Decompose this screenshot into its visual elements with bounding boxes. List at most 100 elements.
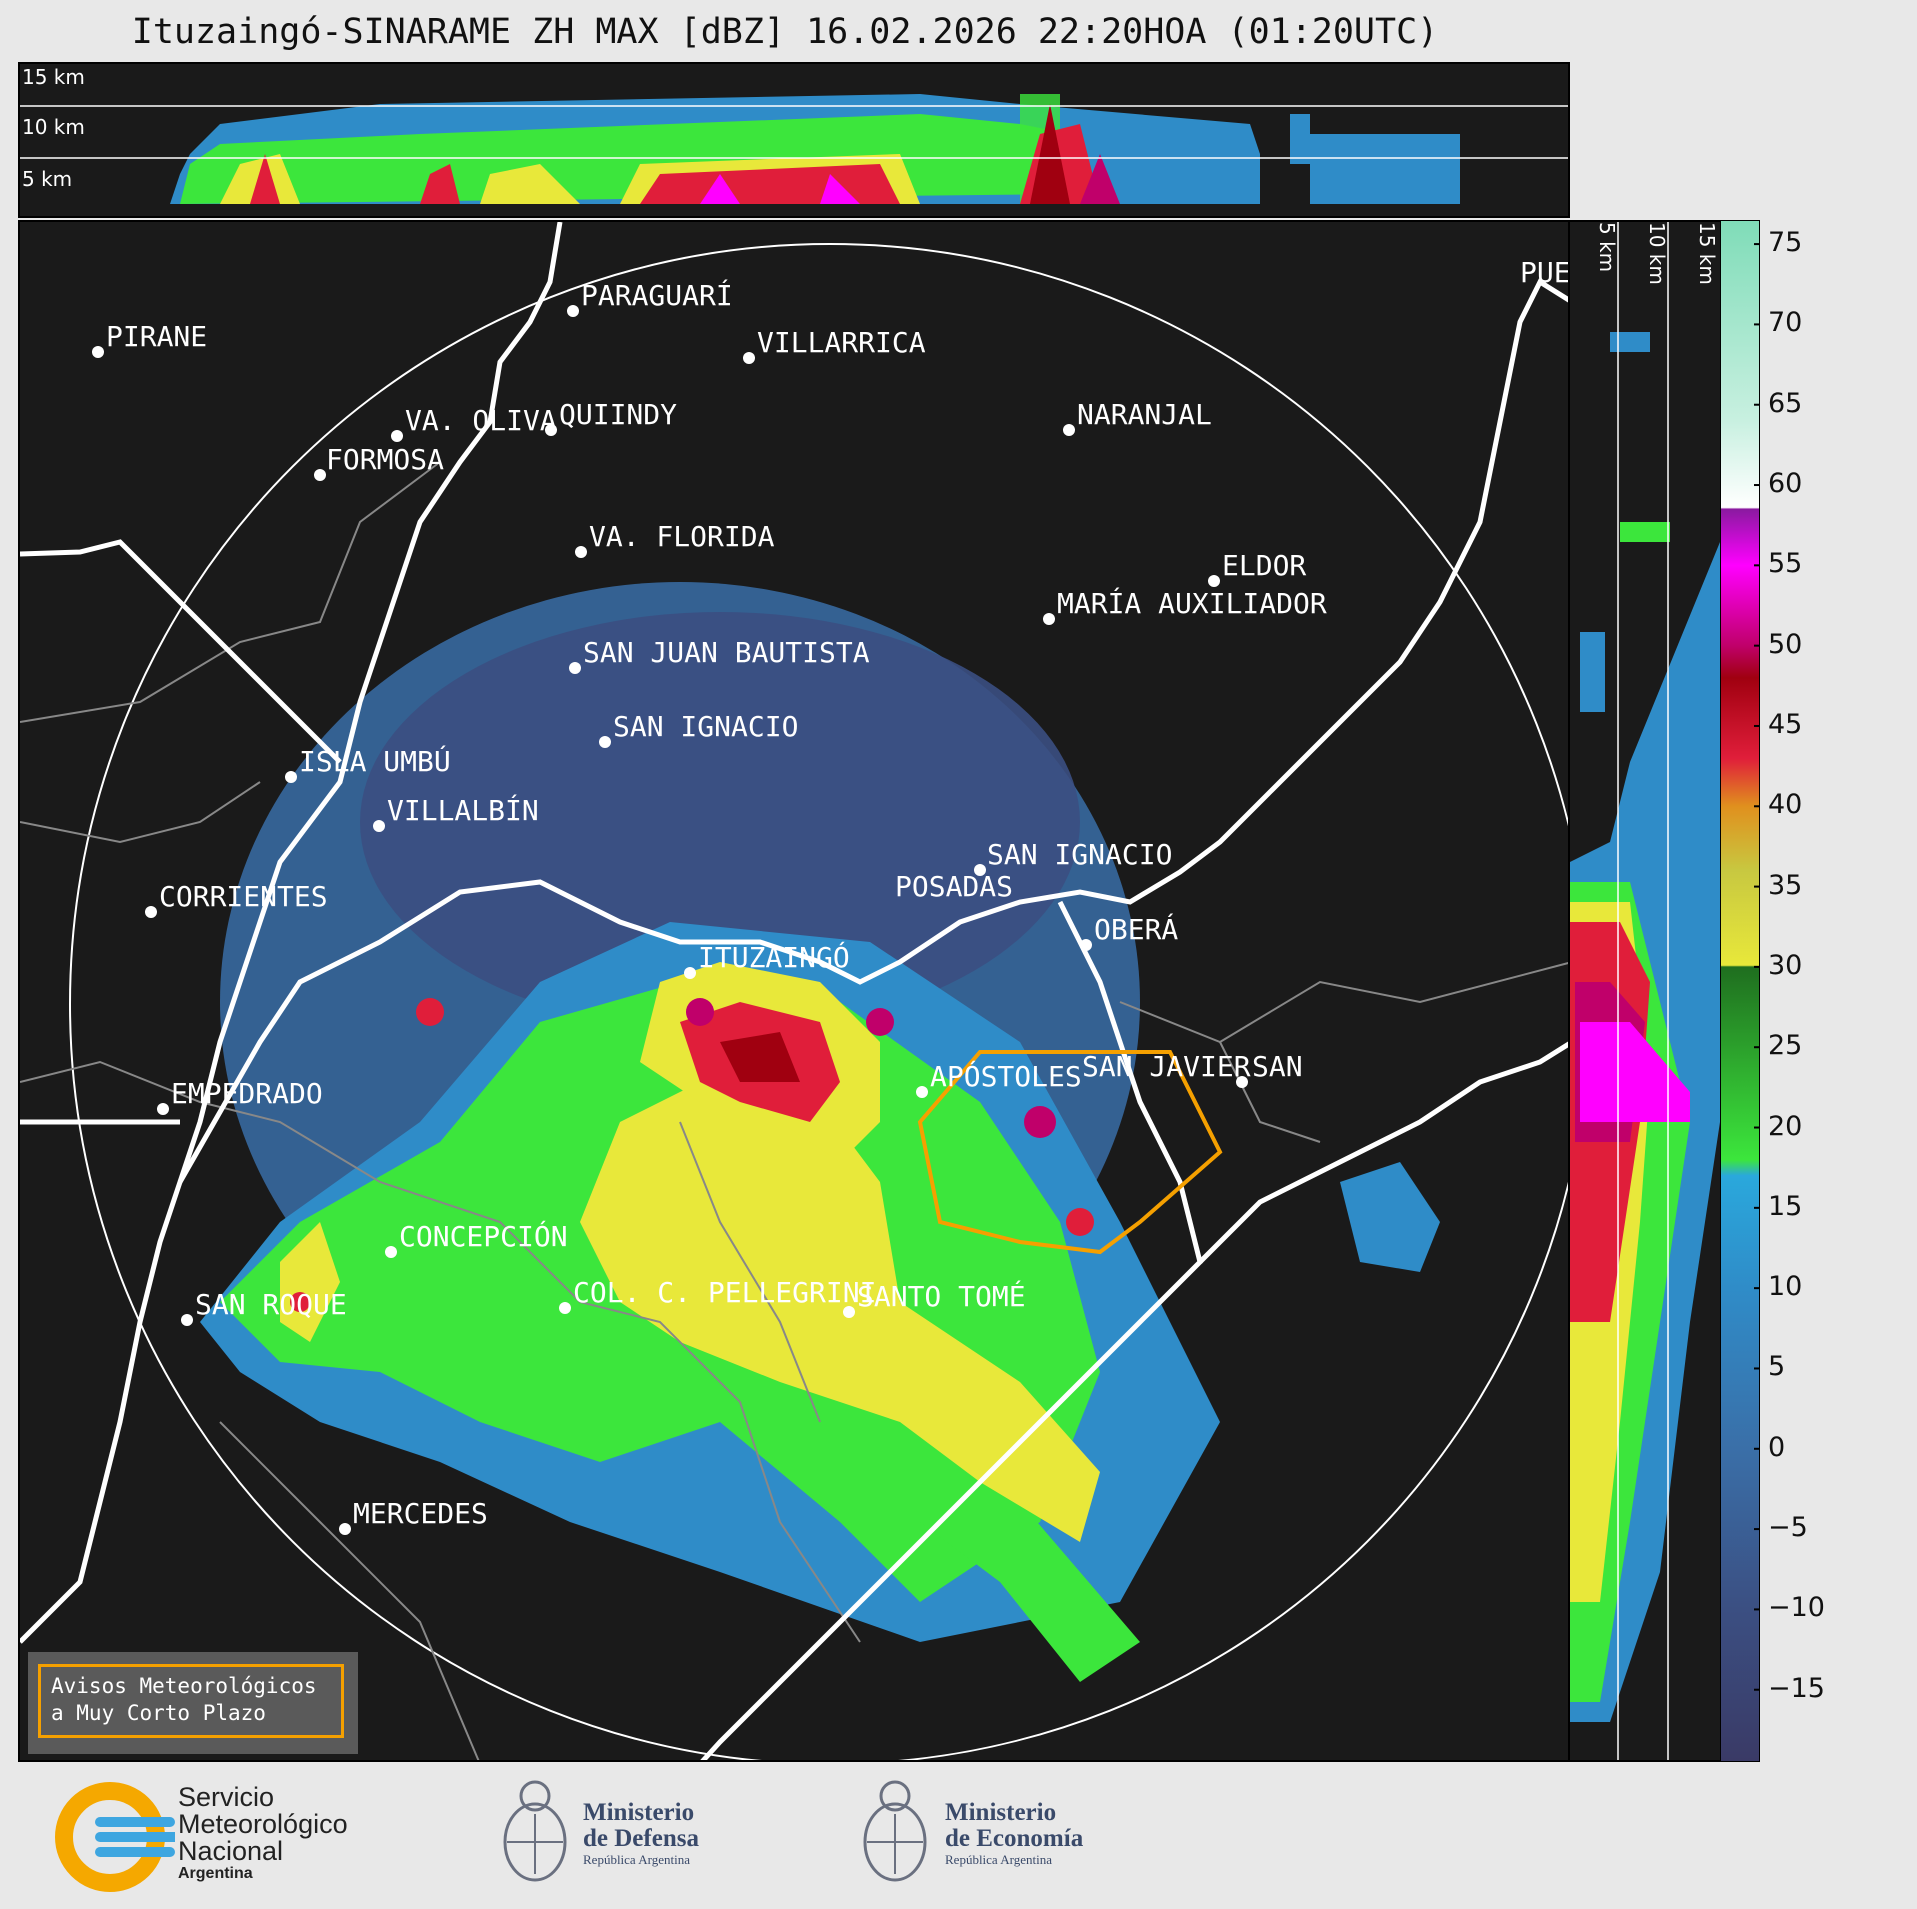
city-label: ITUZAINGÓ	[698, 940, 850, 974]
city-dot	[1063, 424, 1075, 436]
city-dot	[181, 1314, 193, 1326]
defensa-line1: Ministerio	[583, 1799, 695, 1826]
city-label: ISLA UMBÚ	[299, 744, 451, 778]
coat-of-arms-icon	[863, 1780, 927, 1882]
reflectivity-echoes	[200, 582, 1440, 1682]
colorbar-tick-label: 70	[1768, 307, 1803, 339]
colorbar-tick-label: 55	[1768, 548, 1803, 580]
economia-line2: de Economía	[945, 1825, 1084, 1852]
smn-line1: Servicio	[178, 1782, 275, 1812]
side-alt-10km: 10 km	[1645, 222, 1669, 285]
city-label: SAN ROQUE	[195, 1288, 347, 1321]
city-dot	[559, 1302, 571, 1314]
coat-of-arms-icon	[503, 1780, 567, 1882]
alert-legend-line2: a Muy Corto Plazo	[51, 1701, 266, 1725]
city-dot	[743, 352, 755, 364]
city-label: SAN JAVIER	[1082, 1050, 1251, 1083]
city-dot	[157, 1103, 169, 1115]
city-label: VA. OLIVA	[405, 404, 557, 437]
colorbar-tick-label: 30	[1768, 949, 1803, 981]
city-dot	[575, 546, 587, 558]
city-label: ELDOR	[1222, 549, 1306, 582]
city-dot	[843, 1306, 855, 1318]
smn-line4: Argentina	[178, 1865, 253, 1882]
city-dot	[545, 424, 557, 436]
top-alt-15km: 15 km	[22, 65, 85, 89]
city-label: SANTO TOMÉ	[857, 1279, 1026, 1313]
city-dot	[314, 469, 326, 481]
range-ring	[69, 243, 1568, 1760]
city-dot	[599, 736, 611, 748]
city-label: CONCEPCIÓN	[399, 1219, 568, 1253]
city-label: VILLALBÍN	[387, 793, 539, 827]
alert-legend-box: Avisos Meteorológicos a Muy Corto Plazo	[38, 1664, 344, 1738]
city-dot	[569, 662, 581, 674]
city-label: QUIINDY	[559, 398, 677, 431]
alert-legend-line1: Avisos Meteorológicos	[51, 1674, 317, 1698]
city-dot	[92, 346, 104, 358]
defensa-line3: República Argentina	[583, 1852, 690, 1867]
colorbar-tick-label: 35	[1768, 869, 1803, 901]
city-label: CORRIENTES	[159, 880, 328, 913]
city-label: MERCEDES	[353, 1497, 488, 1530]
city-dot	[385, 1246, 397, 1258]
defensa-line2: de Defensa	[583, 1825, 699, 1852]
colorbar-tick-label: 40	[1768, 789, 1803, 821]
city-label: SAN	[1252, 1050, 1303, 1083]
colorbar-tick-label: −5	[1768, 1512, 1808, 1544]
national-borders	[20, 222, 1568, 1760]
side-alt-15km: 15 km	[1695, 222, 1719, 285]
colorbar-tick-label: −10	[1768, 1592, 1825, 1624]
city-dot	[1080, 939, 1092, 951]
smn-line2: Meteorológico	[178, 1809, 348, 1839]
colorbar-tick-label: 0	[1768, 1431, 1786, 1463]
colorbar-tick-label: 50	[1768, 628, 1803, 660]
colorbar-tick-label: 25	[1768, 1030, 1803, 1062]
colorbar-tick-label: 75	[1768, 227, 1803, 259]
city-dot	[145, 906, 157, 918]
top-alt-10km: 10 km	[22, 115, 85, 139]
smn-line3: Nacional	[178, 1836, 284, 1866]
city-label: VA. FLORIDA	[589, 520, 775, 553]
city-label: NARANJAL	[1077, 398, 1212, 431]
colorbar-tick-label: 65	[1768, 387, 1803, 419]
colorbar-tick-label: 10	[1768, 1271, 1803, 1303]
economia-line1: Ministerio	[945, 1799, 1057, 1826]
city-label: VILLARRICA	[757, 326, 926, 359]
city-label: PARAGUARÍ	[581, 278, 733, 312]
page-title: Ituzaingó-SINARAME ZH MAX [dBZ] 16.02.20…	[131, 12, 1439, 52]
city-dot	[391, 430, 403, 442]
city-dot	[974, 864, 986, 876]
colorbar-tick-label: 45	[1768, 708, 1803, 740]
city-dot	[373, 820, 385, 832]
colorbar-tick-label: 5	[1768, 1351, 1786, 1383]
right-altitude-profile: 5 km 10 km 15 km	[1568, 220, 1722, 1762]
smn-logo-text: Servicio Meteorológico Nacional Argentin…	[178, 1784, 348, 1883]
reflectivity-colorbar	[1720, 220, 1760, 1762]
city-label: PUE	[1520, 256, 1570, 289]
top-alt-5km: 5 km	[22, 167, 72, 191]
colorbar-tick-label: 60	[1768, 468, 1803, 500]
colorbar-gradient	[1720, 220, 1760, 1762]
radar-map[interactable]: PIRANE PARAGUARÍ VILLARRICA QUIINDY VA. OLIV…	[18, 220, 1570, 1762]
city-label: PIRANE	[106, 320, 207, 353]
city-label: APÓSTOLES	[930, 1059, 1082, 1093]
alert-polygon[interactable]	[917, 1050, 1223, 1255]
city-dot	[339, 1523, 351, 1535]
city-dot	[684, 967, 696, 979]
city-label: COL. C. PELLEGRINI	[573, 1276, 876, 1309]
city-label: SAN IGNACIO	[987, 838, 1172, 871]
city-label: POSADAS	[895, 870, 1013, 903]
city-label: OBERÁ	[1094, 912, 1178, 946]
colorbar-tick-label: −15	[1768, 1672, 1825, 1704]
city-dot	[1208, 575, 1220, 587]
city-dot	[1043, 613, 1055, 625]
economia-logo-text: Ministerio de Economía República Argenti…	[945, 1800, 1083, 1868]
footer-logos: Servicio Meteorológico Nacional Argentin…	[0, 1762, 1917, 1909]
side-alt-5km: 5 km	[1595, 222, 1619, 272]
city-dot	[285, 771, 297, 783]
city-label: SAN IGNACIO	[613, 710, 798, 743]
city-dot	[916, 1086, 928, 1098]
colorbar-tick-label: 15	[1768, 1190, 1803, 1222]
defensa-logo-text: Ministerio de Defensa República Argentin…	[583, 1800, 699, 1868]
